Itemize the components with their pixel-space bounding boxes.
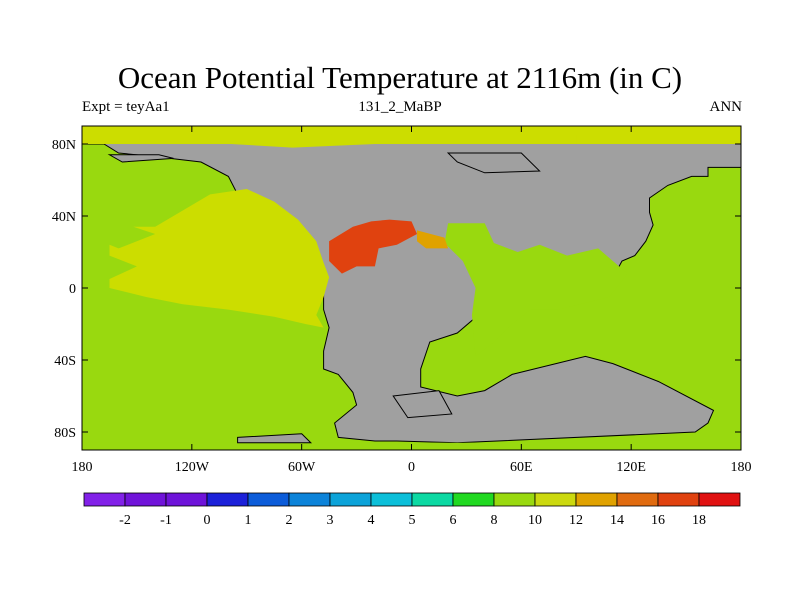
x-tick-label: 0 bbox=[408, 460, 415, 475]
colorbar-label: 1 bbox=[245, 513, 252, 528]
plot-title: Ocean Potential Temperature at 2116m (in… bbox=[117, 60, 683, 95]
colorbar-label: 18 bbox=[692, 513, 706, 528]
region-atlantic-tongue bbox=[109, 189, 330, 328]
colorbar-box bbox=[657, 492, 700, 507]
x-axis: 180 120W 60W 0 60E 120E 180 bbox=[72, 126, 752, 475]
map-plot-area bbox=[82, 126, 741, 450]
colorbar-box bbox=[165, 492, 208, 507]
colorbar-box bbox=[698, 492, 741, 507]
x-tick-label: 60E bbox=[510, 460, 533, 475]
colorbar-box bbox=[83, 492, 126, 507]
region-tethys-warm-pool bbox=[329, 219, 417, 274]
colorbar-box bbox=[370, 492, 413, 507]
land-island bbox=[107, 154, 174, 163]
x-tick-label: 180 bbox=[731, 460, 752, 475]
colorbar-label: 10 bbox=[528, 513, 542, 528]
colorbar-label: -2 bbox=[119, 513, 131, 528]
colorbar-box bbox=[247, 492, 290, 507]
y-tick-label: 40N bbox=[52, 210, 76, 225]
y-axis: 80N 40N 0 40S 80S bbox=[52, 138, 741, 441]
colorbar-box bbox=[206, 492, 249, 507]
experiment-label: Expt = teyAa1 bbox=[82, 99, 170, 115]
land-island bbox=[237, 433, 313, 444]
y-tick-label: 80N bbox=[52, 138, 76, 153]
y-tick-label: 40S bbox=[54, 354, 76, 369]
colorbar-box bbox=[534, 492, 577, 507]
colorbar-box bbox=[288, 492, 331, 507]
colorbar-label: 8 bbox=[491, 513, 498, 528]
colorbar-box bbox=[575, 492, 618, 507]
colorbar-box bbox=[411, 492, 454, 507]
region-arctic-band bbox=[191, 131, 577, 148]
colorbar-label: 2 bbox=[286, 513, 293, 528]
colorbar-label: 14 bbox=[610, 513, 624, 528]
y-tick-label: 0 bbox=[69, 282, 76, 297]
colorbar-box bbox=[329, 492, 372, 507]
season-label: ANN bbox=[709, 99, 743, 115]
colorbar-label: -1 bbox=[160, 513, 172, 528]
colorbar-label: 12 bbox=[569, 513, 583, 528]
land-island bbox=[446, 152, 541, 174]
colorbar-box bbox=[616, 492, 659, 507]
colorbar-label: 16 bbox=[651, 513, 665, 528]
colorbar-box bbox=[124, 492, 167, 507]
x-tick-label: 120W bbox=[175, 460, 210, 475]
x-tick-label: 60W bbox=[288, 460, 316, 475]
colorbar-box bbox=[493, 492, 536, 507]
colorbar-box bbox=[452, 492, 495, 507]
colorbar-label: 4 bbox=[368, 513, 375, 528]
colorbar: -2 -1 0 1 2 3 4 5 6 8 10 12 14 16 18 bbox=[83, 492, 741, 528]
colorbar-label: 3 bbox=[327, 513, 334, 528]
land-island bbox=[392, 390, 453, 419]
region-tethys-edge bbox=[417, 230, 449, 249]
colorbar-label: 0 bbox=[204, 513, 211, 528]
time-label: 131_2_MaBP bbox=[358, 99, 442, 115]
colorbar-label: 6 bbox=[450, 513, 457, 528]
x-tick-label: 120E bbox=[616, 460, 646, 475]
x-tick-label: 180 bbox=[72, 460, 93, 475]
y-tick-label: 80S bbox=[54, 426, 76, 441]
colorbar-label: 5 bbox=[409, 513, 416, 528]
region-inland-sea-east bbox=[444, 223, 628, 357]
